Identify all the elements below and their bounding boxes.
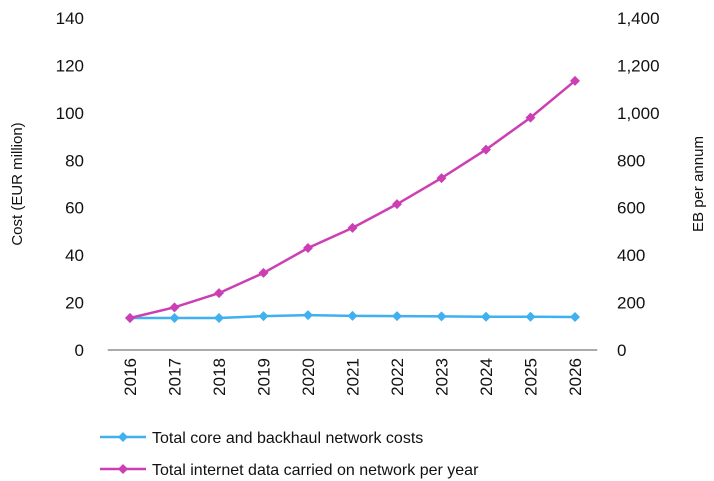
right-axis-ticks: 0 200 400 600 800 1,000 1,200 1,400 <box>617 9 660 360</box>
x-tick-label: 2023 <box>433 358 452 396</box>
legend-item: Total core and backhaul network costs <box>100 430 423 447</box>
left-tick-label: 120 <box>56 56 84 75</box>
series-line <box>129 79 576 320</box>
data-point <box>214 288 224 299</box>
data-point <box>303 310 313 321</box>
left-tick-label: 20 <box>65 294 84 313</box>
x-tick-label: 2025 <box>522 358 541 396</box>
data-point <box>436 311 447 322</box>
legend-marker <box>118 464 128 474</box>
left-tick-label: 100 <box>56 104 84 123</box>
right-tick-label: 400 <box>617 246 645 265</box>
x-tick-label: 2026 <box>566 358 585 396</box>
data-point <box>570 312 580 323</box>
series-2 <box>125 75 580 323</box>
data-point <box>525 112 536 123</box>
data-point <box>169 302 180 313</box>
right-tick-label: 0 <box>617 341 626 360</box>
legend-marker <box>118 432 128 442</box>
data-point <box>303 243 313 254</box>
series-1 <box>125 310 580 323</box>
legend-label: Total core and backhaul network costs <box>152 430 423 447</box>
x-axis-ticks: 2016 2017 2018 2019 2020 2021 2022 2023 2024 2025… <box>121 358 585 396</box>
legend-label: Total internet data carried on network p… <box>152 462 479 479</box>
data-point <box>214 312 224 323</box>
x-tick-label: 2017 <box>166 358 185 396</box>
left-axis-ticks: 0 20 40 60 80 100 120 140 <box>56 9 84 360</box>
data-point <box>392 199 402 210</box>
legend-item: Total internet data carried on network p… <box>100 462 479 479</box>
right-tick-label: 1,400 <box>617 9 660 28</box>
x-tick-label: 2021 <box>344 358 363 396</box>
x-tick-label: 2022 <box>388 358 407 396</box>
x-tick-label: 2019 <box>255 358 274 396</box>
data-point <box>347 222 358 233</box>
data-point <box>392 311 402 322</box>
left-tick-label: 140 <box>56 9 84 28</box>
x-tick-label: 2016 <box>121 358 140 396</box>
left-tick-label: 40 <box>65 246 84 265</box>
data-point <box>525 311 536 322</box>
data-point <box>125 312 135 323</box>
data-point <box>169 312 180 323</box>
data-point <box>436 173 447 184</box>
data-point <box>570 75 580 86</box>
data-point <box>481 144 491 155</box>
data-point <box>258 311 269 322</box>
right-axis-title: EB per annum <box>690 136 707 232</box>
right-tick-label: 800 <box>617 151 645 170</box>
data-point <box>347 310 358 321</box>
x-tick-label: 2024 <box>477 358 496 396</box>
x-tick-label: 2018 <box>210 358 229 396</box>
right-tick-label: 600 <box>617 199 645 218</box>
right-tick-label: 1,200 <box>617 56 660 75</box>
right-tick-label: 200 <box>617 294 645 313</box>
left-tick-label: 80 <box>65 151 84 170</box>
data-point <box>481 311 491 322</box>
left-tick-label: 60 <box>65 199 84 218</box>
series-layer <box>125 75 580 323</box>
left-tick-label: 0 <box>75 341 84 360</box>
x-tick-label: 2020 <box>299 358 318 396</box>
legend: Total core and backhaul network costs Tot… <box>100 430 479 479</box>
right-tick-label: 1,000 <box>617 104 660 123</box>
data-point <box>258 267 269 278</box>
left-axis-title: Cost (EUR million) <box>9 122 26 245</box>
